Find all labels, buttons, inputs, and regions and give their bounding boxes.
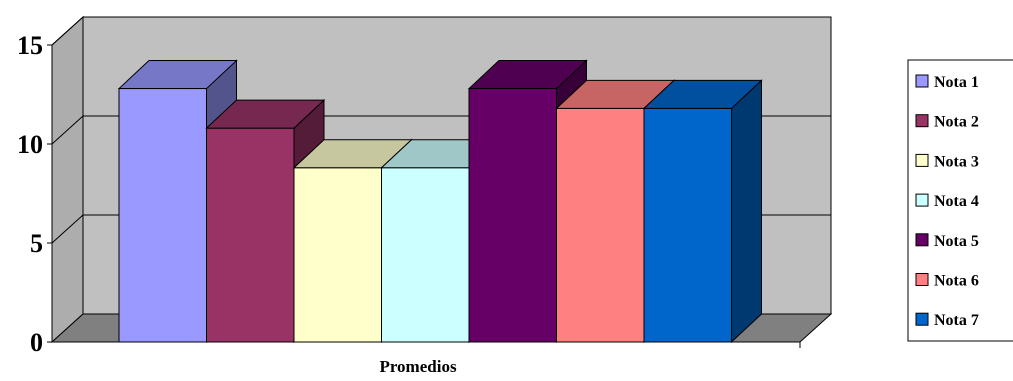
bar-top [467,60,588,90]
legend-swatch [915,233,929,247]
legend-swatch [915,312,929,326]
bar-nota-5 [468,88,557,343]
bar-nota-7 [643,107,732,343]
legend-label: Nota 7 [934,312,979,329]
bar-top [205,99,326,129]
y-tick-label: 5 [30,229,43,258]
legend-label: Nota 2 [934,114,979,131]
y-tick-label: 10 [17,130,43,159]
bar-nota-2 [206,127,295,343]
bar-top [642,79,763,109]
legend-swatch [915,193,929,207]
x-category-label: Promedios [379,357,457,376]
bar-nota-1 [118,88,207,343]
gridline [51,16,831,46]
legend-label: Nota 4 [934,193,979,210]
legend-label: Nota 1 [934,74,979,91]
legend-label: Nota 5 [934,233,979,250]
bar-top [117,60,238,90]
bar-nota-3 [293,167,382,343]
legend-label: Nota 3 [934,153,979,170]
y-tick-label: 0 [30,328,43,357]
legend-swatch [915,153,929,167]
bar-nota-4 [381,167,470,343]
bar-side [731,79,762,344]
legend-swatch [915,74,929,88]
side-wall [51,15,84,344]
legend-swatch [915,114,929,128]
y-tick-label: 15 [17,31,43,60]
legend-swatch [915,273,929,286]
legend-label: Nota 6 [934,273,979,290]
bar-nota-6 [556,107,645,343]
